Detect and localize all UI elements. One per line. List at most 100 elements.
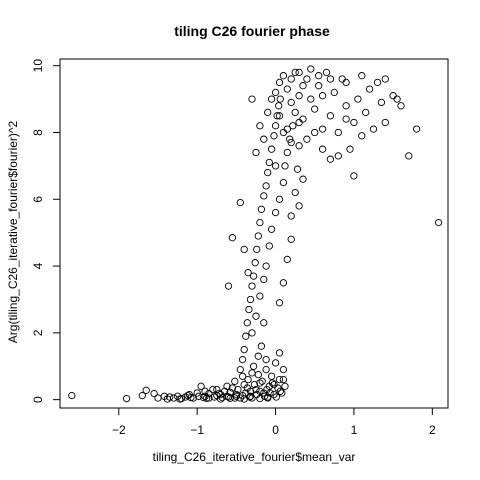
data-point <box>275 299 284 307</box>
data-point <box>358 132 366 140</box>
data-point <box>283 85 291 93</box>
data-point <box>224 282 233 290</box>
data-point <box>202 394 211 402</box>
data-point <box>262 262 270 270</box>
data-point <box>311 105 319 113</box>
data-point <box>122 394 131 403</box>
data-point <box>342 102 350 110</box>
data-point <box>279 375 288 384</box>
plot-frame <box>59 58 449 409</box>
x-tick-label: 1 <box>351 423 358 437</box>
data-point <box>260 319 268 327</box>
data-point <box>273 112 281 120</box>
chart-title: tiling C26 fourier phase <box>174 23 330 39</box>
data-point <box>256 394 264 403</box>
data-point <box>251 259 259 267</box>
data-point <box>262 182 270 190</box>
data-point <box>299 115 307 123</box>
data-point <box>260 275 268 284</box>
data-point <box>240 395 248 403</box>
data-point <box>299 175 307 183</box>
data-point <box>236 394 244 402</box>
data-point <box>326 155 335 163</box>
data-point <box>256 379 264 387</box>
data-point <box>262 355 270 364</box>
data-point <box>150 389 158 398</box>
data-point <box>228 234 237 242</box>
data-point <box>231 394 239 402</box>
data-point <box>248 369 256 377</box>
data-point <box>307 65 315 73</box>
data-point <box>154 394 162 402</box>
data-point <box>193 389 201 397</box>
data-point <box>381 118 389 127</box>
data-point <box>249 272 258 280</box>
data-point <box>260 135 268 143</box>
data-point <box>265 158 273 167</box>
data-point <box>217 395 225 403</box>
data-point <box>244 375 252 384</box>
data-point <box>275 375 284 384</box>
data-point <box>205 389 213 398</box>
data-point <box>238 372 247 380</box>
data-point <box>248 95 256 103</box>
data-point <box>412 125 421 133</box>
data-point <box>338 75 346 83</box>
data-point <box>275 78 284 87</box>
data-point <box>253 245 261 254</box>
data-point <box>334 152 342 160</box>
data-point <box>287 212 295 220</box>
data-point <box>315 72 323 80</box>
data-point <box>68 391 76 400</box>
y-tick-label: 6 <box>31 196 45 203</box>
data-point <box>244 269 252 277</box>
data-point <box>287 75 295 83</box>
data-point <box>267 225 276 233</box>
data-point <box>358 72 366 80</box>
data-point <box>256 292 264 300</box>
data-point <box>270 380 278 389</box>
data-point <box>393 95 401 103</box>
data-point <box>315 82 323 90</box>
data-point <box>268 379 277 387</box>
data-point <box>243 319 251 327</box>
data-point <box>249 362 258 370</box>
x-tick-label: −1 <box>190 423 204 437</box>
data-point <box>275 349 284 357</box>
data-point <box>260 392 269 400</box>
data-point <box>330 88 338 97</box>
data-point <box>210 393 219 401</box>
data-point <box>242 332 250 340</box>
data-point <box>275 195 284 203</box>
data-point <box>295 118 303 127</box>
data-point <box>326 75 335 83</box>
data-point <box>276 95 284 103</box>
data-point <box>322 68 331 77</box>
data-point <box>281 382 289 390</box>
x-tick-label: −2 <box>112 423 126 437</box>
data-point <box>278 389 286 397</box>
data-point <box>240 345 248 354</box>
y-tick-label: 2 <box>31 329 45 336</box>
data-point <box>256 218 264 227</box>
data-point <box>258 377 266 385</box>
data-point <box>170 394 178 402</box>
data-point <box>232 392 241 400</box>
data-point <box>195 392 203 400</box>
data-point <box>252 385 260 394</box>
data-point <box>262 365 270 374</box>
data-point <box>326 112 335 120</box>
data-point <box>228 384 237 392</box>
x-tick-label: 0 <box>272 423 279 437</box>
data-point <box>271 162 280 170</box>
data-point <box>291 68 299 77</box>
data-point <box>397 102 405 110</box>
data-point <box>267 95 276 103</box>
data-point <box>197 382 205 390</box>
data-point <box>256 122 264 130</box>
y-tick-label: 4 <box>31 262 45 269</box>
data-point <box>362 108 370 117</box>
data-point <box>303 135 311 143</box>
data-point <box>238 355 247 364</box>
